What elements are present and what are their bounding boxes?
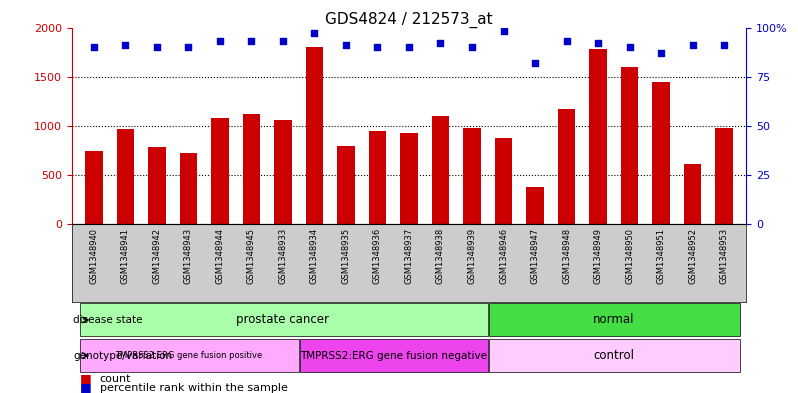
Point (88, 44, 101, 50)
Point (434, 40, 447, 46)
Bar (495, 138, 512, 224)
Point (623, 44, 636, 50)
Text: GSM1348945: GSM1348945 (247, 228, 256, 283)
Text: disease state: disease state (73, 315, 143, 325)
Text: GSM1348938: GSM1348938 (436, 228, 445, 284)
Bar (300, 339, 488, 372)
Bar (401, 133, 417, 224)
Text: control: control (593, 349, 634, 362)
Text: GSM1348943: GSM1348943 (184, 228, 193, 284)
Text: GSM1348952: GSM1348952 (688, 228, 697, 283)
Text: GSM1348934: GSM1348934 (310, 228, 319, 284)
Bar (684, 164, 701, 224)
Text: prostate cancer: prostate cancer (236, 313, 330, 326)
Text: normal: normal (593, 313, 634, 326)
Text: GSM1348939: GSM1348939 (468, 228, 476, 284)
Point (560, 38, 573, 44)
Text: GSM1348933: GSM1348933 (279, 228, 287, 284)
Text: GSM1348941: GSM1348941 (120, 228, 130, 283)
Text: GSM1348950: GSM1348950 (625, 228, 634, 283)
Text: GSM1348951: GSM1348951 (657, 228, 666, 283)
Text: ■: ■ (80, 372, 92, 385)
Point (245, 38, 258, 44)
Bar (80, 303, 488, 336)
Text: GSM1348940: GSM1348940 (89, 228, 98, 283)
Bar (338, 146, 354, 224)
Bar (590, 49, 606, 224)
Text: GSM1348946: GSM1348946 (499, 228, 508, 284)
Point (371, 44, 384, 50)
Bar (558, 109, 575, 224)
Text: count: count (100, 374, 131, 384)
Point (277, 38, 290, 44)
Text: GSM1348949: GSM1348949 (594, 228, 602, 283)
Text: ■: ■ (80, 381, 92, 393)
Point (686, 42, 699, 48)
Point (119, 42, 132, 48)
Bar (464, 129, 480, 224)
Bar (716, 127, 733, 224)
Bar (80, 339, 298, 372)
Point (214, 38, 227, 44)
Text: genotype/variation: genotype/variation (73, 351, 172, 360)
Text: GSM1348948: GSM1348948 (562, 228, 571, 284)
Bar (489, 339, 740, 372)
Point (402, 44, 415, 50)
Text: GSM1348937: GSM1348937 (405, 228, 413, 284)
Bar (180, 153, 197, 224)
Bar (306, 47, 323, 224)
Bar (211, 118, 228, 224)
Point (151, 44, 164, 50)
Bar (432, 116, 449, 224)
Point (528, 60, 541, 66)
Bar (85, 151, 102, 224)
Point (465, 44, 478, 50)
Text: GSM1348947: GSM1348947 (531, 228, 539, 284)
Bar (489, 303, 740, 336)
Text: GSM1348944: GSM1348944 (215, 228, 224, 283)
Point (308, 30, 321, 37)
Bar (621, 67, 638, 224)
Bar (117, 129, 134, 224)
Point (182, 44, 195, 50)
Point (591, 40, 604, 46)
Point (654, 50, 667, 56)
Text: TMPRSS2:ERG gene fusion negative: TMPRSS2:ERG gene fusion negative (300, 351, 487, 360)
Bar (653, 83, 670, 224)
Bar (148, 147, 165, 224)
Bar (527, 187, 543, 224)
Bar (275, 120, 291, 224)
Bar (369, 131, 386, 224)
Point (717, 42, 730, 48)
Text: GSM1348953: GSM1348953 (720, 228, 729, 284)
Title: GDS4824 / 212573_at: GDS4824 / 212573_at (325, 11, 493, 28)
Bar (243, 114, 260, 224)
Text: percentile rank within the sample: percentile rank within the sample (100, 383, 287, 393)
Point (497, 28, 510, 35)
Text: GSM1348942: GSM1348942 (152, 228, 161, 283)
Point (340, 42, 353, 48)
Text: GSM1348936: GSM1348936 (373, 228, 382, 284)
Text: GSM1348935: GSM1348935 (342, 228, 350, 284)
Text: TMPRSS2:ERG gene fusion positive: TMPRSS2:ERG gene fusion positive (115, 351, 262, 360)
